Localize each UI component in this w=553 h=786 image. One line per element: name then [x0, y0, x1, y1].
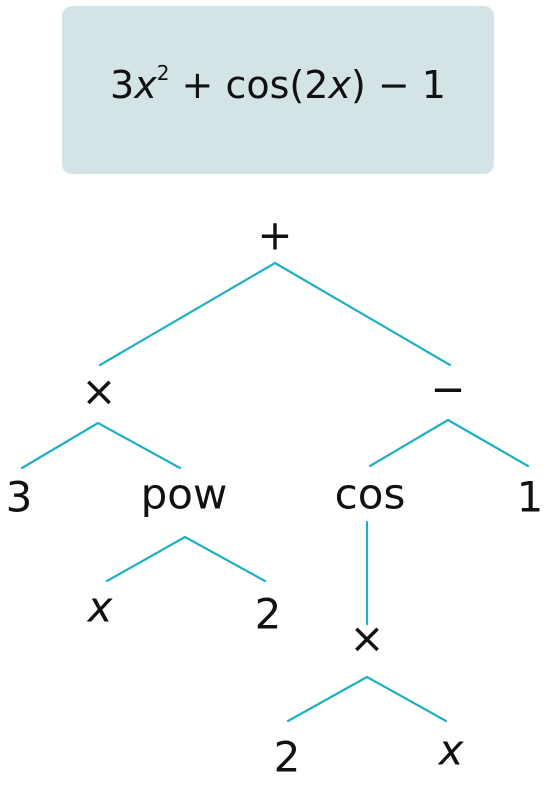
formula-expression: 3x2 + cos(2x) − 1: [62, 63, 494, 107]
edge-minus-cos: [368, 418, 450, 468]
formula-coef: 3: [110, 63, 135, 107]
formula-cos: cos: [225, 63, 290, 107]
edge-times-argx: [365, 675, 448, 723]
node-one: 1: [517, 473, 544, 522]
edge-times-pow: [96, 421, 182, 470]
edge-pow-x: [105, 535, 187, 583]
formula-base: x: [134, 63, 157, 107]
edge-times-three: [20, 421, 100, 470]
node-three: 3: [6, 473, 33, 522]
node-times: ×: [81, 367, 116, 416]
formula-close-paren: ): [350, 63, 366, 107]
formula-exponent: 2: [156, 61, 170, 86]
node-arg-x: x: [437, 726, 465, 775]
formula-arg-coef: 2: [304, 63, 329, 107]
formula-arg-var: x: [328, 63, 351, 107]
node-times-inner: ×: [349, 614, 384, 663]
node-minus: −: [430, 365, 465, 414]
edge-pow-2: [183, 535, 267, 583]
formula-panel: 3x2 + cos(2x) − 1: [62, 6, 494, 174]
formula-minus: −: [377, 63, 410, 107]
formula-plus: +: [181, 63, 214, 107]
node-cos: cos: [335, 470, 406, 519]
node-pow-2: 2: [255, 590, 282, 639]
edge-root-minus: [273, 261, 452, 367]
node-arg-2: 2: [274, 733, 301, 782]
edge-times-arg2: [286, 675, 369, 723]
edge-minus-one: [446, 418, 530, 468]
node-plus: +: [257, 211, 292, 260]
formula-const: 1: [421, 63, 446, 107]
formula-open-paren: (: [289, 63, 305, 107]
node-pow-x: x: [86, 583, 114, 632]
edge-root-times: [98, 261, 277, 367]
node-pow: pow: [141, 470, 228, 519]
